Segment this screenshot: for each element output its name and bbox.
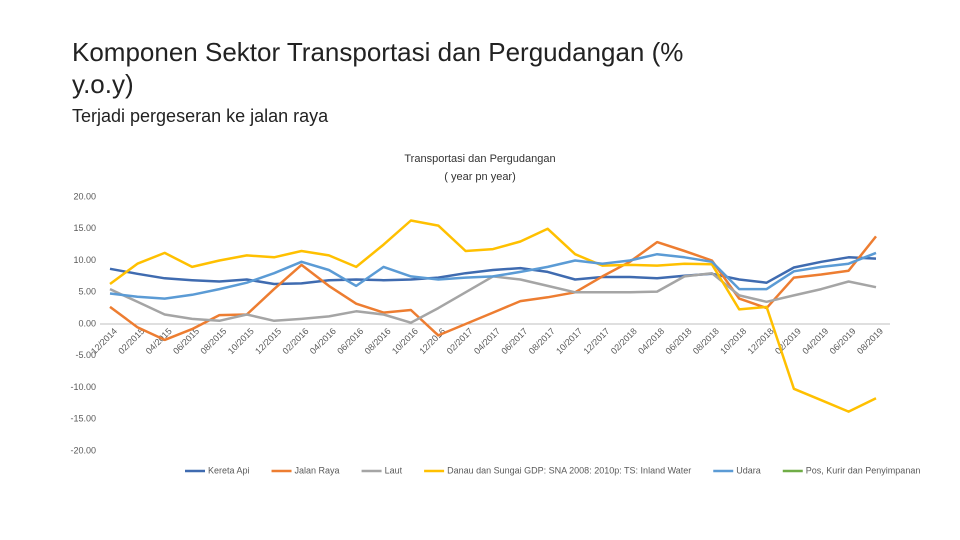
x-tick-label: 10/2016 [390, 326, 420, 356]
y-tick-label: 5.00 [78, 287, 96, 297]
legend-label: Danau dan Sungai GDP: SNA 2008: 2010p: T… [447, 465, 691, 475]
x-tick-label: 12/2014 [89, 326, 119, 356]
legend-label: Kereta Api [208, 465, 250, 475]
x-tick-label: 04/2018 [636, 326, 666, 356]
slide-subtitle: Terjadi pergeseran ke jalan raya [72, 106, 329, 126]
x-tick-label: 10/2015 [226, 326, 256, 356]
x-tick-label: 08/2019 [855, 326, 885, 356]
x-tick-label: 04/2017 [472, 326, 502, 356]
y-tick-label: -15.00 [70, 414, 96, 424]
legend-label: Udara [736, 465, 761, 475]
x-tick-label: 12/2015 [253, 326, 283, 356]
x-tick-label: 08/2018 [691, 326, 721, 356]
y-tick-label: 20.00 [73, 191, 96, 201]
x-tick-label: 12/2017 [581, 326, 611, 356]
x-tick-label: 04/2019 [800, 326, 830, 356]
y-tick-label: 0.00 [78, 318, 96, 328]
legend-label: Pos, Kurir dan Penyimpanan [806, 465, 921, 475]
x-tick-label: 06/2019 [828, 326, 858, 356]
y-tick-label: 10.00 [73, 255, 96, 265]
x-tick-label: 06/2018 [664, 326, 694, 356]
x-tick-label: 10/2017 [554, 326, 584, 356]
x-tick-label: 04/2015 [144, 326, 174, 356]
x-tick-label: 12/2018 [746, 326, 776, 356]
series-line [109, 219, 877, 413]
x-tick-label: 10/2018 [718, 326, 748, 356]
y-tick-label: -5.00 [75, 350, 96, 360]
x-tick-label: 08/2016 [363, 326, 393, 356]
series-line [109, 256, 877, 286]
x-tick-label: 02/2018 [609, 326, 639, 356]
x-tick-label: 08/2017 [527, 326, 557, 356]
legend-label: Jalan Raya [295, 465, 340, 475]
chart-title: Transportasi dan Pergudangan [404, 153, 555, 165]
chart-subtitle: ( year pn year) [444, 171, 516, 183]
x-tick-label: 08/2015 [198, 326, 228, 356]
x-tick-label: 04/2016 [308, 326, 338, 356]
x-tick-label: 06/2016 [335, 326, 365, 356]
series-line [109, 235, 877, 342]
x-tick-label: 02/2016 [281, 326, 311, 356]
x-tick-label: 06/2017 [499, 326, 529, 356]
y-tick-label: -10.00 [70, 382, 96, 392]
slide-title: Komponen Sektor Transportasi dan Perguda… [72, 37, 684, 99]
series-line [109, 251, 877, 300]
y-tick-label: -20.00 [70, 445, 96, 455]
legend-label: Laut [385, 465, 403, 475]
y-tick-label: 15.00 [73, 223, 96, 233]
